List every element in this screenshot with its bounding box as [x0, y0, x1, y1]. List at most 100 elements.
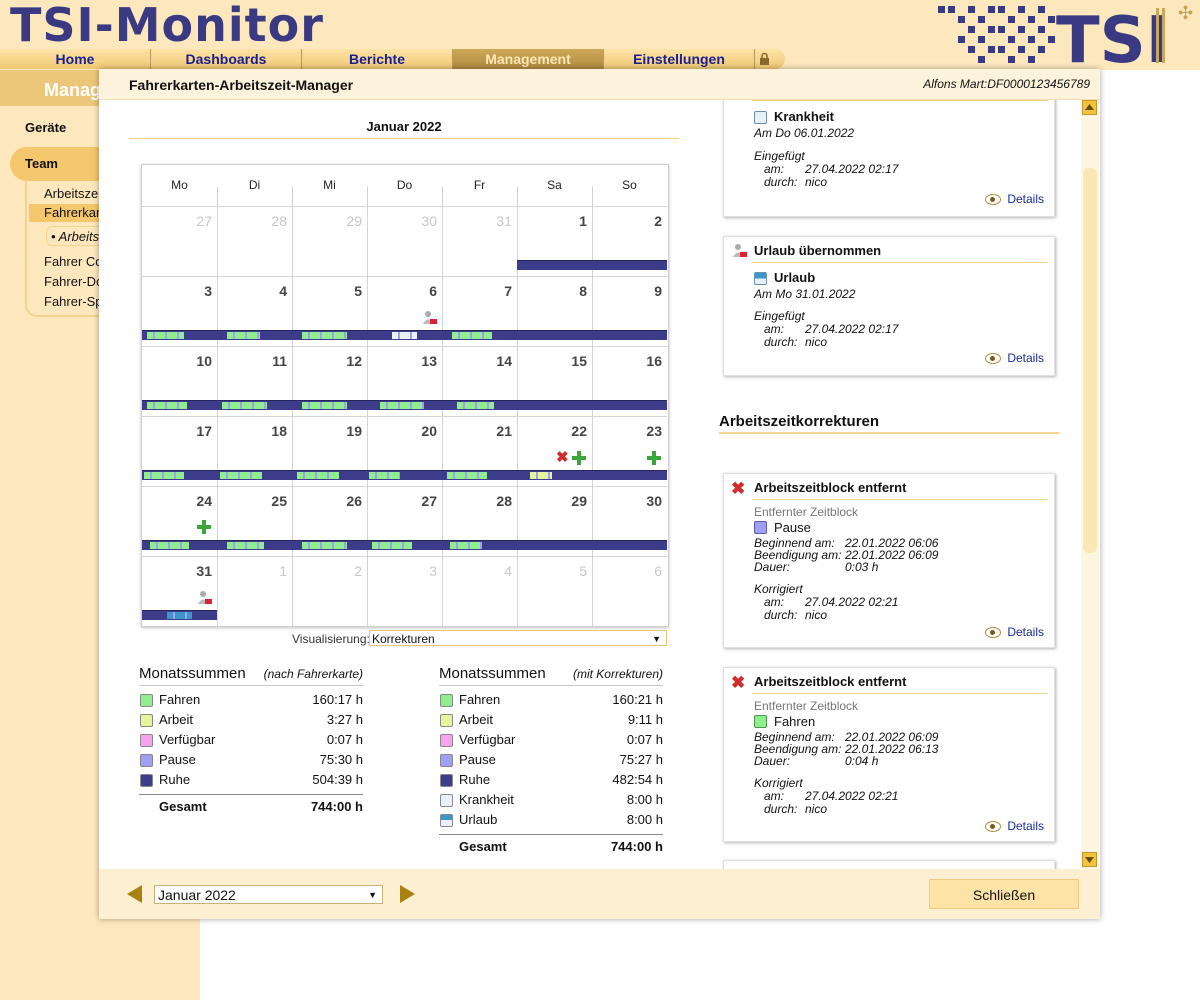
calendar-day[interactable]: 11: [217, 346, 292, 416]
sidebar-item-fahrer-co[interactable]: Fahrer Co: [44, 254, 103, 269]
resize-icon[interactable]: ✣: [1178, 3, 1194, 23]
calendar-day[interactable]: 20: [367, 416, 442, 486]
calendar-day[interactable]: 26: [292, 486, 367, 556]
calendar-day[interactable]: 30: [367, 206, 442, 276]
close-button[interactable]: Schließen: [929, 879, 1079, 909]
calendar-day[interactable]: 22: [517, 416, 592, 486]
changes-panel: Krankheit Am Do 06.01.2022 Eingefügt am:…: [719, 100, 1091, 869]
sums-value: 8:00 h: [626, 812, 663, 827]
calendar-day[interactable]: 2: [292, 556, 367, 626]
calendar-day[interactable]: 2: [592, 206, 667, 276]
calendar-day[interactable]: 3: [367, 556, 442, 626]
activity-timeline-bar[interactable]: [142, 470, 667, 480]
calendar-day[interactable]: 19: [292, 416, 367, 486]
calendar-day[interactable]: 7: [442, 276, 517, 346]
calendar-day[interactable]: 31: [442, 206, 517, 276]
sidebar-item-arbeitszeit[interactable]: Arbeitszeit: [44, 186, 105, 201]
nav-management[interactable]: Management: [453, 49, 604, 69]
activity-timeline-bar[interactable]: [517, 260, 667, 270]
calendar-day[interactable]: 5: [517, 556, 592, 626]
calendar-day[interactable]: 9: [592, 276, 667, 346]
calendar-day[interactable]: 18: [217, 416, 292, 486]
calendar-day[interactable]: 28: [217, 206, 292, 276]
tsi-logo: TSI: [938, 4, 1170, 66]
nav-berichte[interactable]: Berichte: [302, 49, 453, 69]
changes-scrollbar[interactable]: [1081, 100, 1099, 869]
scroll-up-button[interactable]: [1082, 100, 1097, 115]
duration-label: Dauer:: [754, 560, 791, 574]
calendar-day[interactable]: 15: [517, 346, 592, 416]
calendar-day[interactable]: 23: [592, 416, 667, 486]
removed-x-icon[interactable]: ✖: [556, 449, 569, 466]
begin-label: Beginnend am:: [754, 730, 835, 744]
person-change-icon[interactable]: [422, 310, 438, 328]
activity-timeline-bar[interactable]: [142, 610, 217, 620]
calendar-day[interactable]: 25: [217, 486, 292, 556]
activity-timeline-bar[interactable]: [142, 400, 667, 410]
details-link[interactable]: Details: [985, 819, 1044, 833]
calendar-day[interactable]: 6: [367, 276, 442, 346]
activity-segment: [380, 402, 424, 409]
calendar-day[interactable]: 3: [142, 276, 217, 346]
calendar-day[interactable]: 14: [442, 346, 517, 416]
durch-label: durch:: [764, 802, 798, 816]
add-correction-icon[interactable]: [197, 520, 211, 536]
activity-segment: [222, 402, 267, 409]
nav-einstellungen[interactable]: Einstellungen: [604, 49, 755, 69]
correction-head: Arbeitszeitblock entfernt: [754, 674, 907, 689]
calendar-day[interactable]: 29: [292, 206, 367, 276]
main-nav: Home Dashboards Berichte Management Eins…: [0, 49, 785, 69]
calendar-day[interactable]: 31: [142, 556, 217, 626]
durch-label: durch:: [764, 335, 798, 349]
removed-x-icon: ✖: [731, 673, 746, 692]
calendar-day[interactable]: 4: [442, 556, 517, 626]
weekday-separator: [592, 187, 593, 206]
sums-label: Arbeit: [459, 712, 493, 727]
add-correction-icon[interactable]: [572, 451, 586, 467]
calendar-day[interactable]: 17: [142, 416, 217, 486]
calendar-day[interactable]: 27: [367, 486, 442, 556]
begin-value: 22.01.2022 06:09: [845, 730, 939, 744]
prev-month-arrow-icon[interactable]: [127, 885, 142, 903]
calendar-day[interactable]: 30: [592, 486, 667, 556]
calendar-day[interactable]: 6: [592, 556, 667, 626]
sidebar-item-fahrer-sp[interactable]: Fahrer-Sp: [44, 294, 103, 309]
day-number: 14: [496, 353, 512, 369]
calendar-day[interactable]: 28: [442, 486, 517, 556]
next-month-arrow-icon[interactable]: [400, 885, 415, 903]
calendar-day[interactable]: 24: [142, 486, 217, 556]
calendar-day[interactable]: 21: [442, 416, 517, 486]
details-link[interactable]: Details: [985, 192, 1044, 206]
calendar-day[interactable]: 4: [217, 276, 292, 346]
activity-timeline-bar[interactable]: [142, 330, 667, 340]
calendar-day[interactable]: 16: [592, 346, 667, 416]
person-change-icon[interactable]: [197, 590, 213, 608]
calendar-day[interactable]: 13: [367, 346, 442, 416]
month-select[interactable]: Januar 2022 ▼: [154, 885, 383, 904]
day-number: 8: [579, 283, 587, 299]
add-correction-icon[interactable]: [647, 451, 661, 467]
sidebar-item-geraete[interactable]: Geräte: [25, 120, 67, 135]
lock-icon[interactable]: [759, 52, 770, 66]
color-swatch: [440, 734, 453, 747]
day-number: 23: [646, 423, 662, 439]
scroll-down-button[interactable]: [1082, 852, 1097, 867]
details-link[interactable]: Details: [985, 351, 1044, 365]
activity-timeline-bar[interactable]: [142, 540, 667, 550]
calendar-day[interactable]: 1: [217, 556, 292, 626]
scroll-thumb[interactable]: [1083, 168, 1097, 553]
calendar-day[interactable]: 8: [517, 276, 592, 346]
begin-value: 22.01.2022 06:06: [845, 536, 939, 550]
nav-dashboards[interactable]: Dashboards: [151, 49, 302, 69]
calendar-day[interactable]: 5: [292, 276, 367, 346]
sidebar-item-fahrer-do[interactable]: Fahrer-Do: [44, 274, 104, 289]
calendar-day[interactable]: 27: [142, 206, 217, 276]
calendar-day[interactable]: 29: [517, 486, 592, 556]
details-link[interactable]: Details: [985, 625, 1044, 639]
calendar-day[interactable]: 1: [517, 206, 592, 276]
visualisierung-select[interactable]: Korrekturen ▼: [369, 630, 667, 646]
activity-segment: [144, 472, 184, 479]
calendar-day[interactable]: 10: [142, 346, 217, 416]
calendar-day[interactable]: 12: [292, 346, 367, 416]
nav-home[interactable]: Home: [0, 49, 151, 69]
